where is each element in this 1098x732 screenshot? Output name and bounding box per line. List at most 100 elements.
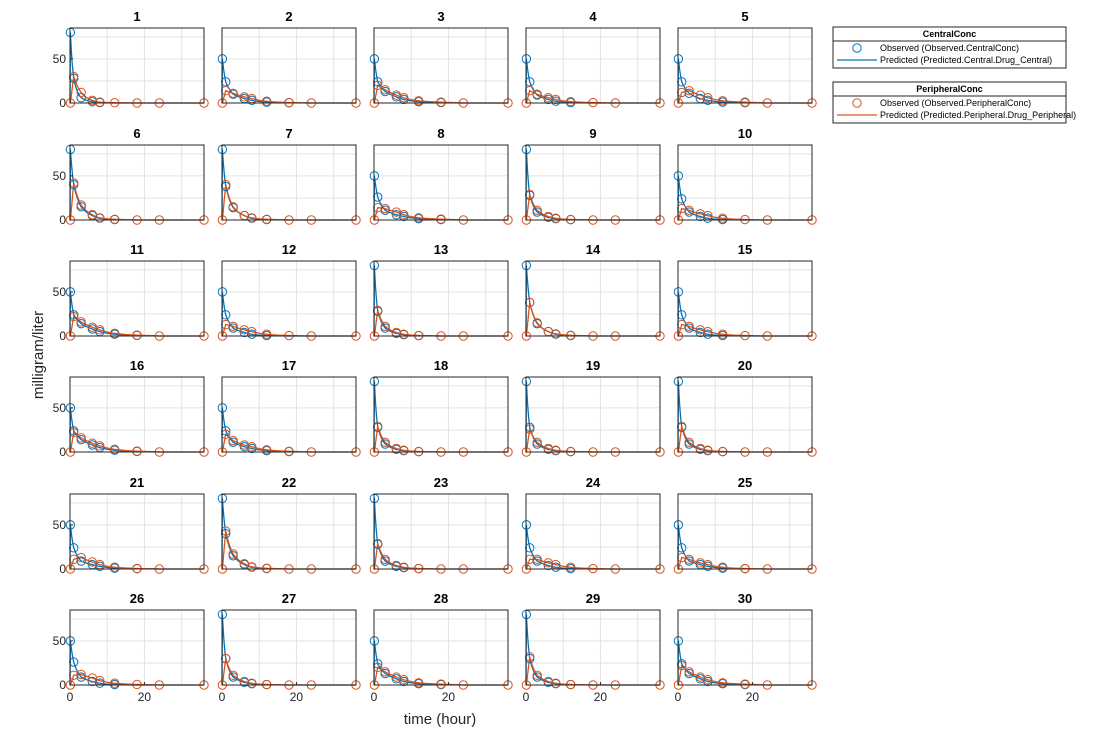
legend-entry-label: Predicted (Predicted.Peripheral.Drug_Per… bbox=[880, 110, 1076, 120]
legend-entry-label: Predicted (Predicted.Central.Drug_Centra… bbox=[880, 55, 1052, 65]
axes-box bbox=[69, 260, 205, 337]
observed-peripheral-point bbox=[551, 213, 561, 223]
observed-peripheral-point bbox=[565, 330, 576, 340]
observed-peripheral-point bbox=[380, 85, 390, 95]
observed-peripheral-point bbox=[239, 325, 250, 335]
observed-peripheral-point bbox=[239, 92, 250, 102]
panel-4: 4 bbox=[521, 9, 665, 108]
observed-peripheral-point bbox=[551, 329, 561, 339]
predicted-peripheral-line bbox=[69, 315, 204, 337]
panel-title: 1 bbox=[133, 9, 140, 24]
observed-peripheral-point bbox=[684, 667, 694, 677]
observed-central-point bbox=[76, 672, 86, 682]
observed-peripheral-point bbox=[399, 445, 409, 455]
y-tick-label: 0 bbox=[59, 445, 66, 459]
observed-peripheral-point bbox=[228, 435, 238, 446]
observed-peripheral-point bbox=[76, 669, 86, 680]
legend-title: CentralConc bbox=[923, 29, 977, 39]
x-tick-label: 0 bbox=[675, 690, 682, 704]
x-tick-label: 20 bbox=[594, 690, 608, 704]
y-tick-label: 0 bbox=[59, 329, 66, 343]
observed-peripheral-point bbox=[551, 445, 561, 455]
predicted-peripheral-line bbox=[525, 302, 660, 337]
panel-title: 15 bbox=[738, 242, 752, 257]
observed-central-point bbox=[551, 562, 561, 572]
y-tick-label: 50 bbox=[53, 401, 67, 415]
panel-27: 27 0 20 bbox=[217, 591, 361, 704]
axes-box bbox=[373, 493, 509, 570]
observed-peripheral-point bbox=[284, 446, 294, 456]
observed-peripheral-point bbox=[228, 88, 238, 98]
observed-central-point bbox=[95, 678, 105, 688]
observed-peripheral-point bbox=[399, 675, 409, 685]
panel-title: 20 bbox=[738, 358, 752, 373]
panel-title: 13 bbox=[434, 242, 448, 257]
x-tick-label: 20 bbox=[290, 690, 304, 704]
observed-peripheral-point bbox=[684, 321, 694, 331]
observed-peripheral-point bbox=[684, 85, 694, 96]
panel-24: 24 bbox=[521, 475, 665, 574]
axes-box bbox=[373, 260, 509, 337]
panel-title: 17 bbox=[282, 358, 296, 373]
x-axis-label: time (hour) bbox=[404, 711, 477, 728]
predicted-central-line bbox=[525, 149, 660, 221]
observed-peripheral-point bbox=[109, 444, 120, 455]
observed-peripheral-point bbox=[247, 562, 257, 572]
observed-peripheral-point bbox=[132, 679, 142, 690]
predicted-peripheral-line bbox=[69, 431, 204, 453]
panel-23: 23 bbox=[369, 475, 513, 574]
observed-peripheral-point bbox=[695, 558, 706, 568]
panel-18: 18 bbox=[369, 358, 513, 457]
panel-1: 1 0 50 bbox=[53, 9, 209, 110]
panel-title: 22 bbox=[282, 475, 296, 490]
x-tick-label: 0 bbox=[371, 690, 378, 704]
axes-box bbox=[677, 27, 813, 104]
axes-box bbox=[221, 609, 357, 686]
axes-box bbox=[677, 260, 813, 337]
panel-title: 5 bbox=[741, 9, 748, 24]
observed-peripheral-point bbox=[95, 97, 105, 107]
axes-box bbox=[677, 144, 813, 221]
panel-title: 3 bbox=[437, 9, 444, 24]
legends: CentralConc Observed (Observed.CentralCon… bbox=[832, 26, 1076, 124]
panel-9: 9 bbox=[521, 126, 665, 225]
y-tick-label: 0 bbox=[59, 213, 66, 227]
axes-box bbox=[525, 376, 661, 453]
observed-peripheral-point bbox=[132, 446, 142, 456]
panel-title: 21 bbox=[130, 475, 144, 490]
panel-title: 4 bbox=[589, 9, 597, 24]
axes-box bbox=[221, 376, 357, 453]
legend-box bbox=[832, 81, 1067, 124]
observed-peripheral-point bbox=[684, 554, 694, 564]
panel-7: 7 bbox=[217, 126, 361, 225]
predicted-central-line bbox=[525, 614, 660, 686]
predicted-central-line bbox=[525, 381, 660, 453]
axes-box bbox=[677, 609, 813, 686]
predicted-peripheral-line bbox=[221, 89, 356, 104]
y-tick-label: 50 bbox=[53, 169, 67, 183]
panel-30: 30 0 20 bbox=[673, 591, 817, 704]
panel-title: 27 bbox=[282, 591, 296, 606]
observed-central-point bbox=[703, 329, 713, 339]
legend-entry-label: Observed (Observed.PeripheralConc) bbox=[880, 98, 1031, 108]
panel-15: 15 bbox=[673, 242, 817, 341]
observed-peripheral-point bbox=[695, 209, 706, 219]
legend-CentralConc: CentralConc Observed (Observed.CentralCon… bbox=[832, 26, 1067, 69]
observed-peripheral-point bbox=[703, 675, 713, 685]
predicted-peripheral-line bbox=[221, 184, 356, 221]
axes-box bbox=[69, 609, 205, 686]
observed-peripheral-point bbox=[95, 213, 105, 223]
observed-peripheral-point bbox=[551, 678, 561, 688]
observed-peripheral-point bbox=[261, 96, 272, 106]
predicted-central-line bbox=[69, 32, 204, 104]
panel-22: 22 bbox=[217, 475, 361, 574]
observed-peripheral-point bbox=[261, 445, 272, 455]
panel-2: 2 bbox=[217, 9, 361, 108]
panel-17: 17 bbox=[217, 358, 361, 457]
panel-title: 26 bbox=[130, 591, 144, 606]
observed-peripheral-point bbox=[436, 214, 446, 224]
panel-title: 2 bbox=[285, 9, 292, 24]
panel-title: 19 bbox=[586, 358, 600, 373]
